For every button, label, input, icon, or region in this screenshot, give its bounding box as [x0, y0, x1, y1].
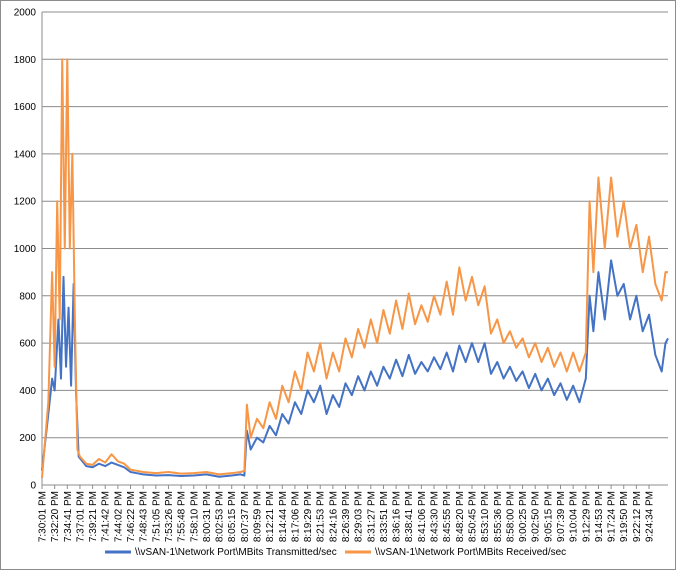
x-tick-label: 8:48:20 PM: [455, 491, 466, 542]
y-tick-label: 800: [19, 291, 36, 302]
x-tick-label: 7:48:43 PM: [139, 491, 150, 542]
x-tick-label: 7:44:02 PM: [113, 491, 124, 542]
x-tick-label: 8:07:37 PM: [240, 491, 251, 542]
x-tick-label: 8:00:31 PM: [202, 491, 213, 542]
x-tick-label: 8:05:15 PM: [227, 491, 238, 542]
y-tick-label: 0: [30, 481, 36, 492]
x-tick-label: 9:00:25 PM: [518, 491, 529, 542]
x-tick-label: 8:36:16 PM: [392, 491, 403, 542]
x-axis-tick-labels: 7:30:01 PM 7:32:20 PM 7:34:41 PM 7:37:01 PM…: [38, 491, 656, 542]
y-tick-label: 1000: [14, 244, 37, 255]
x-tick-label: 9:05:15 PM: [543, 491, 554, 542]
axes: [41, 12, 668, 489]
x-tick-label: 7:41:42 PM: [101, 491, 112, 542]
y-tick-label: 200: [19, 433, 36, 444]
x-tick-label: 8:02:53 PM: [215, 491, 226, 542]
x-tick-label: 8:19:29 PM: [303, 491, 314, 542]
x-tick-label: 9:12:29 PM: [581, 491, 592, 542]
x-tick-label: 7:46:22 PM: [126, 491, 137, 542]
x-tick-label: 8:14:44 PM: [278, 491, 289, 542]
legend-label-1: \\vSAN-1\Network Port\MBits Received/sec: [375, 547, 566, 558]
x-tick-label: 8:58:00 PM: [505, 491, 516, 542]
x-tick-label: 8:09:59 PM: [252, 491, 263, 542]
x-tick-label: 7:30:01 PM: [38, 491, 49, 542]
x-tick-label: 7:51:05 PM: [151, 491, 162, 542]
x-tick-label: 8:29:03 PM: [354, 491, 365, 542]
legend: \\vSAN-1\Network Port\MBits Transmitted/…: [105, 547, 566, 558]
y-tick-label: 1800: [14, 55, 37, 66]
x-tick-label: 9:07:39 PM: [556, 491, 567, 542]
x-tick-label: 8:41:06 PM: [417, 491, 428, 542]
series-lines: [41, 58, 669, 478]
y-tick-label: 1200: [14, 197, 37, 208]
x-tick-label: 7:55:48 PM: [177, 491, 188, 542]
legend-label-0: \\vSAN-1\Network Port\MBits Transmitted/…: [135, 547, 337, 558]
y-tick-label: 2000: [14, 8, 37, 19]
x-tick-label: 8:17:06 PM: [290, 491, 301, 542]
x-tick-label: 7:32:20 PM: [50, 491, 61, 542]
x-tick-label: 7:39:21 PM: [88, 491, 99, 542]
x-tick-label: 9:10:04 PM: [569, 491, 580, 542]
x-tick-label: 8:31:27 PM: [366, 491, 377, 542]
x-tick-label: 9:24:34 PM: [645, 491, 656, 542]
x-tick-label: 8:38:41 PM: [404, 491, 415, 542]
x-tick-label: 8:12:21 PM: [265, 491, 276, 542]
x-tick-label: 8:45:55 PM: [442, 491, 453, 542]
x-tick-label: 8:33:51 PM: [379, 491, 390, 542]
y-tick-label: 1400: [14, 149, 37, 160]
y-tick-label: 400: [19, 386, 36, 397]
x-tick-label: 9:19:50 PM: [619, 491, 630, 542]
x-tick-label: 7:34:41 PM: [63, 491, 74, 542]
x-tick-label: 8:24:16 PM: [328, 491, 339, 542]
x-tick-label: 8:50:45 PM: [467, 491, 478, 542]
y-tick-label: 1600: [14, 102, 37, 113]
x-tick-label: 8:53:10 PM: [480, 491, 491, 542]
x-tick-label: 7:53:26 PM: [164, 491, 175, 542]
x-tick-label: 8:21:53 PM: [316, 491, 327, 542]
x-tick-label: 9:14:53 PM: [594, 491, 605, 542]
x-tick-label: 7:58:10 PM: [189, 491, 200, 542]
x-tick-label: 8:26:39 PM: [341, 491, 352, 542]
x-tick-label: 9:02:50 PM: [531, 491, 542, 542]
x-tick-label: 8:55:36 PM: [493, 491, 504, 542]
series-line-0: [41, 259, 669, 478]
x-tick-label: 8:43:30 PM: [430, 491, 441, 542]
x-tick-label: 9:22:12 PM: [632, 491, 643, 542]
x-tick-label: 7:37:01 PM: [75, 491, 86, 542]
y-axis-tick-labels: 0 200 400 600 800 1000 1200 1400 1600 1800 2000: [14, 8, 37, 492]
x-tick-label: 9:17:24 PM: [607, 491, 618, 542]
series-line-1: [41, 58, 668, 478]
y-tick-label: 600: [19, 339, 36, 350]
gridlines: [42, 11, 668, 439]
